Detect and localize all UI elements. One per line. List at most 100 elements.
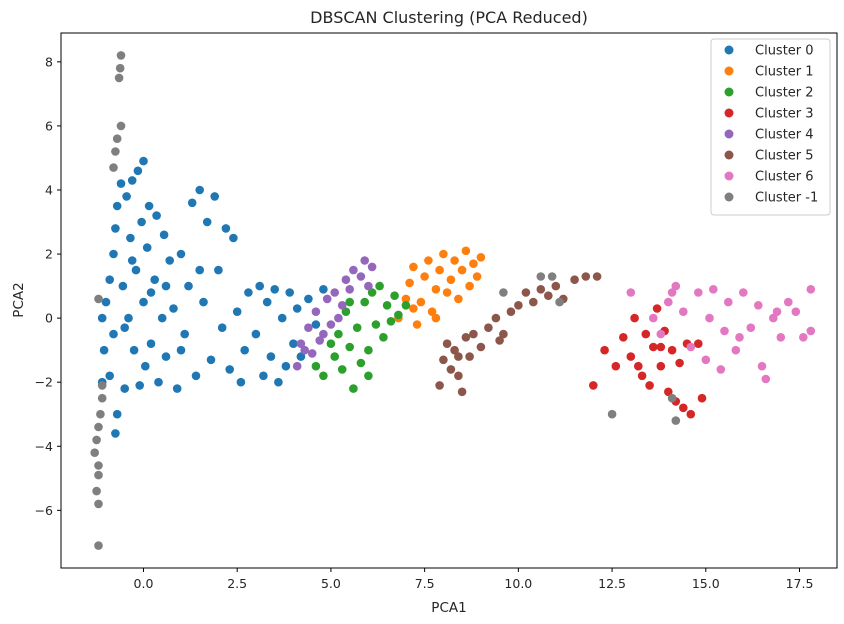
scatter-point: [311, 307, 321, 317]
scatter-point: [457, 265, 467, 275]
scatter-point: [694, 288, 703, 297]
scatter-point: [292, 304, 302, 313]
scatter-point: [641, 329, 651, 339]
legend-label: Cluster 6: [755, 170, 814, 185]
scatter-point: [94, 499, 103, 509]
scatter-point: [232, 307, 242, 317]
scatter-point: [484, 323, 493, 333]
x-tick-label: 10.0: [504, 576, 532, 591]
scatter-point: [386, 317, 396, 326]
scatter-point: [701, 355, 711, 365]
y-tick-label: −6: [35, 503, 53, 518]
scatter-point: [401, 294, 411, 304]
scatter-point: [619, 333, 628, 342]
scatter-point: [126, 233, 135, 243]
scatter-point: [630, 313, 639, 323]
y-tick-label: −2: [35, 375, 53, 390]
scatter-point: [607, 409, 617, 419]
scatter-point: [337, 365, 347, 374]
legend-marker: [724, 192, 734, 202]
scatter-point: [761, 374, 771, 384]
scatter-point: [806, 285, 816, 294]
scatter-point: [225, 365, 234, 374]
scatter-point: [274, 377, 283, 387]
scatter-point: [217, 323, 227, 333]
legend-label: Cluster 1: [755, 65, 814, 80]
scatter-point: [611, 361, 621, 371]
scatter-point: [112, 409, 122, 419]
scatter-point: [416, 297, 426, 307]
legend-label: Cluster 2: [755, 86, 814, 101]
legend-marker: [724, 129, 734, 139]
scatter-point: [461, 333, 471, 342]
scatter-point: [311, 320, 321, 329]
scatter-point: [705, 313, 714, 323]
scatter-point: [379, 333, 388, 342]
scatter-point: [191, 371, 201, 381]
scatter-point: [92, 486, 101, 496]
scatter-point: [111, 429, 120, 438]
legend-label: Cluster 4: [755, 128, 814, 143]
scatter-point: [791, 307, 801, 317]
scatter-point: [116, 121, 126, 131]
scatter-point: [304, 294, 313, 304]
scatter-point: [476, 252, 486, 262]
scatter-point: [109, 329, 118, 339]
scatter-point: [495, 336, 504, 345]
scatter-point: [649, 313, 658, 323]
scatter-point: [664, 297, 673, 307]
scatter-point: [142, 243, 152, 252]
series-6: [626, 281, 816, 384]
chart-title: DBSCAN Clustering (PCA Reduced): [310, 8, 588, 27]
scatter-point: [229, 233, 238, 243]
scatter-point: [146, 339, 156, 349]
scatter-point: [364, 371, 373, 381]
legend-label: Cluster 0: [755, 44, 814, 59]
scatter-point: [667, 288, 677, 297]
scatter-point: [349, 265, 358, 275]
scatter-point: [214, 265, 223, 275]
scatter-point: [439, 249, 448, 259]
scatter-point: [686, 409, 696, 419]
scatter-point: [111, 147, 120, 156]
scatter-point: [656, 329, 666, 339]
scatter-point: [450, 256, 459, 265]
scatter-point: [547, 272, 557, 281]
scatter-point: [152, 211, 161, 220]
scatter-point: [116, 51, 126, 60]
scatter-point: [94, 461, 103, 470]
scatter-point: [176, 345, 186, 355]
scatter-point: [356, 272, 366, 281]
scatter-point: [555, 297, 564, 307]
scatter-point: [120, 323, 129, 333]
scatter-point: [431, 313, 441, 323]
x-axis-label: PCA1: [431, 600, 466, 616]
scatter-point: [118, 281, 128, 291]
scatter-point: [461, 246, 471, 256]
scatter-point: [129, 345, 139, 355]
scatter-point: [195, 265, 204, 275]
scatter-point: [454, 371, 463, 381]
scatter-point: [176, 249, 186, 259]
scatter-point: [236, 377, 246, 387]
scatter-point: [315, 336, 325, 345]
x-tick-label: 0.0: [134, 576, 154, 591]
scatter-point: [472, 272, 482, 281]
scatter-point: [465, 281, 474, 291]
scatter-point: [581, 272, 591, 281]
scatter-point: [337, 301, 347, 310]
scatter-point: [112, 134, 122, 143]
scatter-point: [105, 275, 114, 285]
legend-marker: [724, 87, 734, 97]
scatter-point: [431, 285, 441, 294]
scatter-point: [476, 342, 486, 352]
scatter-point: [626, 288, 636, 297]
scatter-point: [427, 307, 437, 317]
scatter-point: [135, 381, 144, 390]
scatter-point: [776, 333, 786, 342]
scatter-point: [300, 345, 310, 355]
legend-label: Cluster -1: [755, 191, 818, 206]
legend-box: [710, 38, 831, 216]
scatter-point: [716, 365, 726, 374]
x-tick-label: 2.5: [227, 576, 247, 591]
